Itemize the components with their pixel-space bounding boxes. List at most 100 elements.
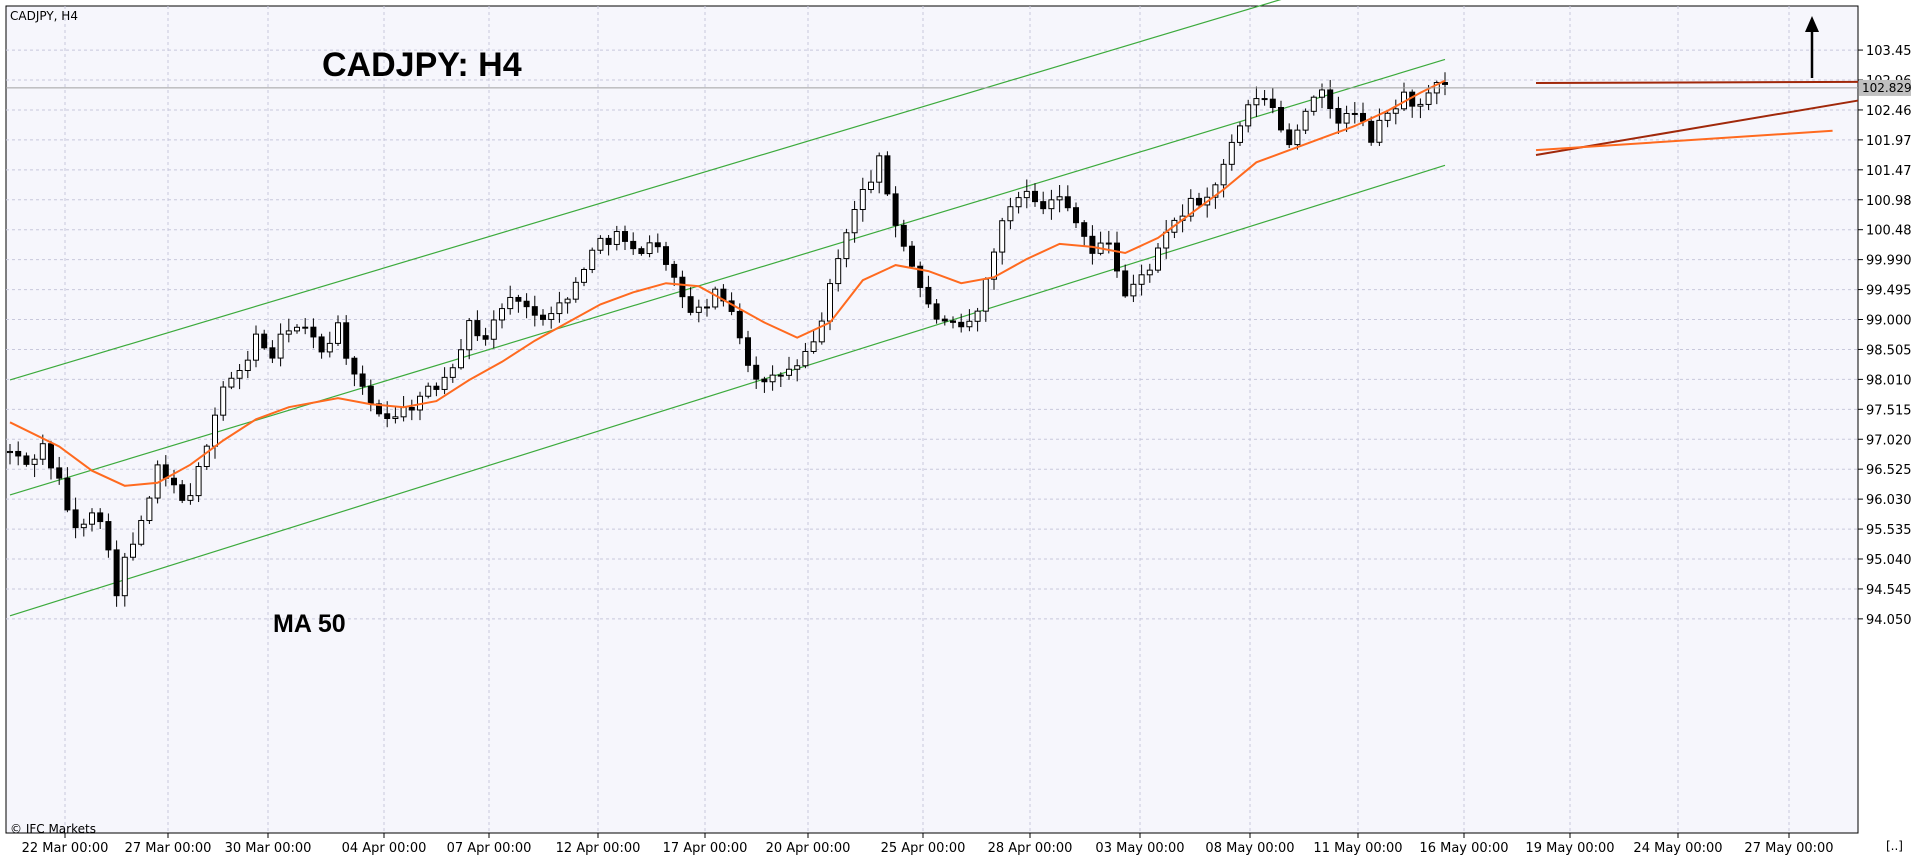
candle (326, 331, 333, 358)
candle (810, 329, 817, 354)
x-tick-label: 25 Apr 00:00 (881, 841, 966, 856)
candle (1122, 264, 1129, 298)
candle (1220, 159, 1227, 198)
candle (1442, 72, 1448, 96)
candle (564, 297, 571, 314)
candle (195, 462, 202, 503)
x-tick-label: 19 May 00:00 (1525, 841, 1614, 856)
candle (425, 382, 432, 399)
candle (89, 508, 95, 532)
candle (925, 275, 932, 308)
candle (64, 467, 71, 513)
candle (991, 248, 997, 290)
channel-middle-line (9, 58, 1446, 496)
y-tick-label: 95.040 (1866, 553, 1912, 568)
candle (220, 381, 227, 421)
ma50-line (9, 79, 1446, 487)
candle (236, 363, 243, 390)
triangle-pattern (1535, 80, 1859, 156)
x-tick-label: 27 Mar 00:00 (125, 841, 212, 856)
y-tick-label: 103.455 (1866, 44, 1912, 59)
candle (556, 291, 563, 323)
candle (581, 267, 587, 287)
candle (589, 247, 596, 274)
x-tick-label: 17 Apr 00:00 (663, 841, 748, 856)
y-tick-label: 96.030 (1866, 493, 1912, 508)
candle (1196, 192, 1202, 208)
candle (261, 329, 268, 350)
candle (138, 515, 145, 547)
candle (23, 452, 30, 467)
candle (1278, 100, 1284, 133)
candle (753, 356, 760, 389)
y-tick-label: 100.485 (1866, 224, 1912, 239)
candle (933, 299, 940, 324)
candle (203, 444, 210, 470)
candle (597, 235, 604, 254)
candle (1294, 124, 1301, 150)
candle (1015, 191, 1022, 214)
candle (179, 480, 186, 504)
candle (449, 363, 456, 383)
corner-label: [..] (1886, 839, 1903, 853)
plot-area[interactable] (5, 5, 1859, 834)
candle (613, 225, 620, 251)
candle (1138, 264, 1145, 296)
candle (408, 399, 415, 421)
candle (113, 540, 120, 607)
candle (704, 298, 710, 317)
candle (909, 241, 915, 269)
x-tick-label: 24 May 00:00 (1633, 841, 1722, 856)
candle (712, 286, 719, 310)
symbol-label: CADJPY, H4 (10, 9, 78, 23)
candle (441, 367, 448, 395)
candle (1310, 95, 1317, 116)
y-tick-label: 101.475 (1866, 164, 1912, 179)
candle (244, 350, 251, 379)
candle (1245, 99, 1252, 133)
candle (1032, 183, 1038, 207)
candle (48, 440, 54, 480)
candle (1327, 79, 1334, 119)
grid-lines (6, 6, 1858, 833)
price-axis[interactable]: 103.455102.960102.465101.970101.475100.9… (1858, 44, 1912, 628)
ma50-tail-line (1535, 129, 1833, 152)
candle (490, 310, 497, 349)
candle (540, 309, 546, 326)
candle (1081, 220, 1088, 247)
candle (433, 382, 440, 397)
candle (376, 399, 382, 417)
candle (1261, 90, 1268, 106)
candle (269, 340, 276, 364)
x-tick-label: 16 May 00:00 (1419, 841, 1508, 856)
chart-title: CADJPY: H4 (322, 46, 522, 84)
candle (966, 309, 973, 332)
y-tick-label: 96.525 (1866, 463, 1912, 478)
candle (794, 359, 801, 382)
time-axis[interactable]: 22 Mar 00:00 27 Mar 00:00 30 Mar 00:00 04 A… (22, 833, 1834, 856)
candle (482, 327, 489, 346)
candle (1417, 98, 1424, 119)
y-tick-label: 95.535 (1866, 523, 1912, 538)
candle (761, 376, 768, 393)
candle (1253, 86, 1260, 117)
candle (1146, 263, 1153, 283)
channel-lower-line (9, 164, 1446, 617)
candle (769, 365, 776, 391)
up-arrow (1805, 16, 1819, 78)
channel-upper-line (9, 0, 1282, 381)
y-tick-label: 102.465 (1866, 104, 1912, 119)
candle (228, 371, 235, 390)
x-tick-label: 03 May 00:00 (1095, 841, 1184, 856)
candle (105, 513, 112, 558)
candle (72, 497, 79, 539)
candle (818, 312, 825, 345)
candle (277, 323, 284, 367)
candle (97, 508, 104, 529)
candle (187, 483, 194, 505)
candle (999, 217, 1006, 265)
candle (507, 285, 514, 315)
candle (1351, 102, 1358, 124)
candle (39, 434, 46, 465)
